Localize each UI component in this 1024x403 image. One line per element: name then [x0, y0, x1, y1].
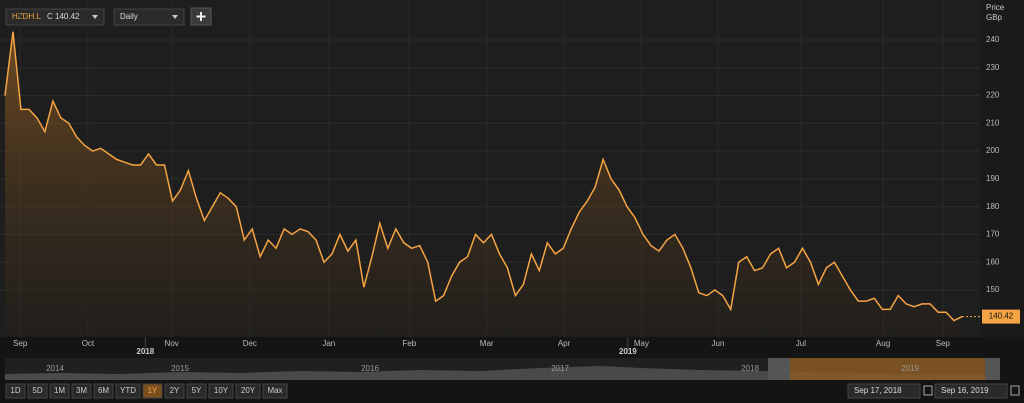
- x-tick-label: Jul: [796, 339, 806, 348]
- range-button[interactable]: [93, 383, 114, 399]
- x-tick-label: Apr: [558, 339, 571, 348]
- y-tick-label: 240: [986, 35, 1000, 44]
- year-label: 2019: [619, 347, 637, 356]
- range-button[interactable]: [5, 383, 26, 399]
- price-line: [4, 31, 963, 322]
- x-tick-label: Jun: [712, 339, 725, 348]
- range-button[interactable]: [262, 383, 288, 399]
- symbol: HZDH.L: [12, 12, 41, 21]
- range-button[interactable]: [71, 383, 92, 399]
- y-tick-label: 160: [986, 257, 1000, 266]
- range-button[interactable]: [208, 383, 234, 399]
- interval: Daily: [120, 12, 138, 21]
- x-tick-label: Sep: [936, 339, 951, 348]
- y-tick-label: 230: [986, 63, 1000, 72]
- range-button[interactable]: [186, 383, 207, 399]
- date-label: Sep 17, 2018: [854, 386, 902, 395]
- last-price-label: 140.42: [989, 312, 1014, 321]
- quote: C 140.42: [47, 12, 80, 21]
- date-box[interactable]: [934, 383, 1008, 399]
- plus-icon: [196, 12, 206, 21]
- y-tick-label: 150: [986, 285, 1000, 294]
- range-button-label: 2Y: [170, 386, 180, 395]
- y-tick-label: 220: [986, 91, 1000, 100]
- navigator-year: 2018: [741, 364, 759, 373]
- range-button-label: 20Y: [241, 386, 256, 395]
- range-button-label: 1Y: [148, 386, 158, 395]
- range-button-label: YTD: [120, 386, 136, 395]
- calendar-icon[interactable]: [1010, 385, 1020, 396]
- range-button-label: 5Y: [192, 386, 202, 395]
- year-label: 2018: [136, 347, 154, 356]
- last-price-box: [982, 309, 1020, 324]
- y-tick-label: 210: [986, 118, 1000, 127]
- navigator-year: 2017: [551, 364, 569, 373]
- navigator-year: 2014: [46, 364, 64, 373]
- x-tick-label: Feb: [402, 339, 416, 348]
- navigator-year: 2015: [171, 364, 189, 373]
- range-button-label: 3M: [76, 386, 87, 395]
- y-tick-label: 170: [986, 230, 1000, 239]
- calendar-icon[interactable]: [923, 385, 933, 396]
- range-button[interactable]: [235, 383, 261, 399]
- symbol-box[interactable]: [5, 8, 105, 26]
- range-button[interactable]: [164, 383, 185, 399]
- navigator-history: [5, 366, 985, 380]
- x-tick-label: Dec: [243, 339, 257, 348]
- navigator-year: 2016: [361, 364, 379, 373]
- range-button-label: 1D: [10, 386, 20, 395]
- y-tick-label: 190: [986, 174, 1000, 183]
- date-box[interactable]: [847, 383, 921, 399]
- x-tick-label: Sep: [13, 339, 28, 348]
- range-button[interactable]: [142, 383, 163, 399]
- y-tick-label: 200: [986, 146, 1000, 155]
- x-tick-label: May: [634, 339, 649, 348]
- dropdown-arrow: [92, 15, 98, 19]
- date-label: Sep 16, 2019: [941, 386, 989, 395]
- interval-box[interactable]: [113, 8, 185, 26]
- range-button[interactable]: [115, 383, 141, 399]
- y-axis-title: Price: [986, 3, 1005, 12]
- y-axis-unit: GBp: [986, 13, 1003, 22]
- navigator-year: 2019: [901, 364, 919, 373]
- y-tick-label: 180: [986, 202, 1000, 211]
- dropdown-arrow: [172, 15, 178, 19]
- range-button-label: 6M: [98, 386, 109, 395]
- range-button[interactable]: [49, 383, 70, 399]
- range-button-label: 5D: [32, 386, 42, 395]
- x-tick-label: Mar: [480, 339, 494, 348]
- range-button[interactable]: [27, 383, 48, 399]
- range-button-label: 1M: [54, 386, 65, 395]
- navigator-handle[interactable]: [768, 358, 790, 380]
- navigator-selection[interactable]: [790, 358, 985, 380]
- price-axis: [980, 0, 1024, 337]
- range-button-label: Max: [267, 386, 282, 395]
- x-tick-label: Aug: [876, 339, 890, 348]
- navigator-handle[interactable]: [985, 358, 1000, 380]
- range-button-label: 10Y: [214, 386, 229, 395]
- x-tick-label: Oct: [82, 339, 95, 348]
- x-tick-label: Nov: [165, 339, 179, 348]
- x-tick-label: Jan: [322, 339, 335, 348]
- price-area: [5, 31, 962, 335]
